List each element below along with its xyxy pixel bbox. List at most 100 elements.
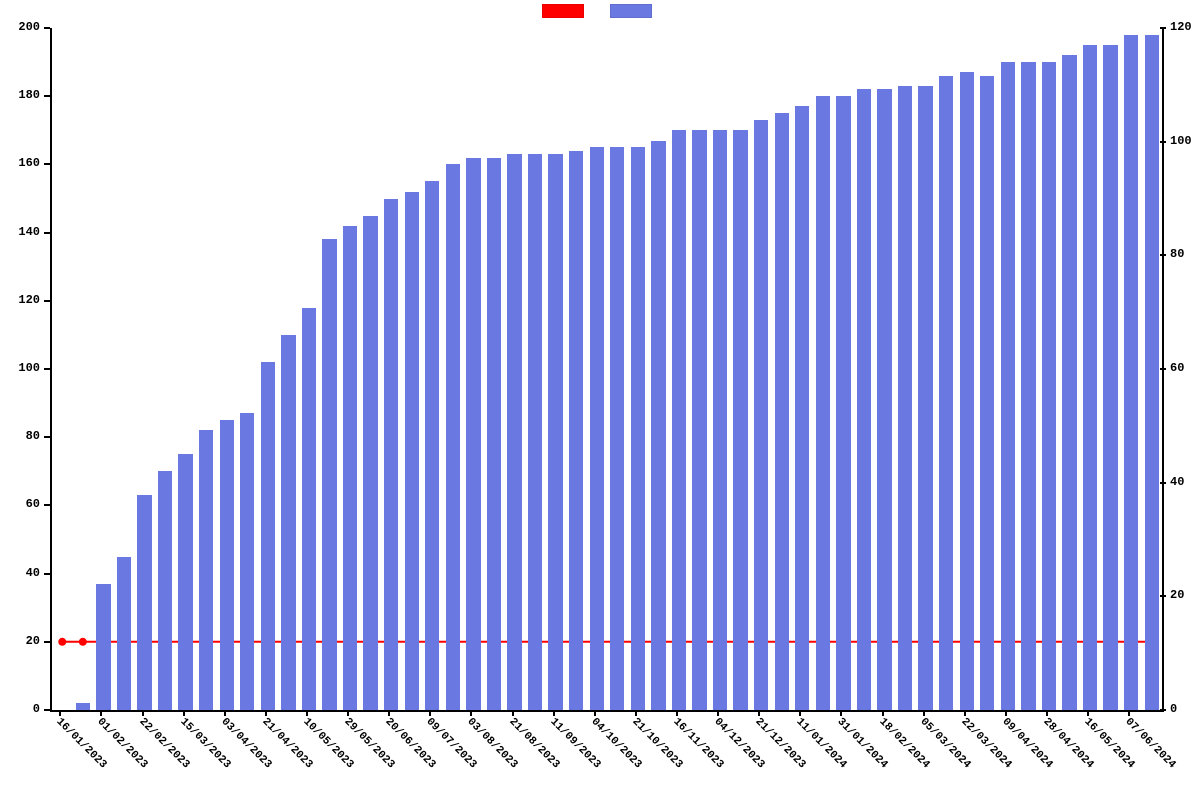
bar — [302, 308, 316, 710]
x-tick — [142, 710, 144, 716]
bar — [507, 154, 521, 710]
legend-swatch-bar — [610, 4, 652, 18]
y-left-label: 80 — [0, 429, 40, 443]
bar — [857, 89, 871, 710]
x-tick — [429, 710, 431, 716]
x-tick — [512, 710, 514, 716]
bar — [487, 158, 501, 710]
y-left-label: 140 — [0, 225, 40, 239]
bar — [775, 113, 789, 710]
bar — [1083, 45, 1097, 710]
bar — [96, 584, 110, 710]
bar — [240, 413, 254, 710]
y-right-label: 100 — [1170, 134, 1192, 148]
bar — [754, 120, 768, 710]
bar — [1001, 62, 1015, 710]
x-tick — [676, 710, 678, 716]
bar — [651, 141, 665, 710]
y-left-tick — [44, 300, 50, 302]
bar — [425, 181, 439, 710]
bar — [1103, 45, 1117, 710]
x-tick — [306, 710, 308, 716]
bar — [220, 420, 234, 710]
y-right-label: 60 — [1170, 361, 1184, 375]
bar — [117, 557, 131, 710]
bar — [261, 362, 275, 710]
y-right-tick — [1160, 27, 1166, 29]
bar — [713, 130, 727, 710]
bar — [1021, 62, 1035, 710]
y-left-tick — [44, 163, 50, 165]
y-right-label: 0 — [1170, 702, 1177, 716]
chart-container: 0204060801001201401601802000204060801001… — [0, 0, 1200, 800]
x-tick — [553, 710, 555, 716]
bar — [569, 151, 583, 710]
bar — [980, 76, 994, 710]
x-tick — [964, 710, 966, 716]
y-left-tick — [44, 368, 50, 370]
x-tick — [347, 710, 349, 716]
y-left-tick — [44, 232, 50, 234]
y-right-label: 20 — [1170, 588, 1184, 602]
y-left-tick — [44, 573, 50, 575]
bar — [384, 199, 398, 711]
bar — [322, 239, 336, 710]
y-left-label: 60 — [0, 497, 40, 511]
bar — [898, 86, 912, 710]
bar — [877, 89, 891, 710]
x-tick — [183, 710, 185, 716]
y-left-label: 100 — [0, 361, 40, 375]
bar — [692, 130, 706, 710]
y-left-tick — [44, 27, 50, 29]
bar — [137, 495, 151, 710]
y-right-tick — [1160, 254, 1166, 256]
bar — [466, 158, 480, 710]
bar — [631, 147, 645, 710]
y-left-label: 40 — [0, 566, 40, 580]
y-left-tick — [44, 709, 50, 711]
bar — [672, 130, 686, 710]
x-tick — [1005, 710, 1007, 716]
bar — [446, 164, 460, 710]
bar — [918, 86, 932, 710]
legend-swatch-line — [542, 4, 584, 18]
bar — [548, 154, 562, 710]
bar — [1062, 55, 1076, 710]
legend-item-bar — [610, 4, 658, 18]
y-right-label: 120 — [1170, 20, 1192, 34]
y-left-label: 120 — [0, 293, 40, 307]
bar — [1042, 62, 1056, 710]
bar — [178, 454, 192, 710]
bar — [405, 192, 419, 710]
bar — [363, 216, 377, 710]
bar — [610, 147, 624, 710]
y-right-tick — [1160, 141, 1166, 143]
bar — [158, 471, 172, 710]
bar — [816, 96, 830, 710]
x-tick — [923, 710, 925, 716]
y-left-tick — [44, 504, 50, 506]
y-right-tick — [1160, 482, 1166, 484]
bar — [1145, 35, 1159, 710]
x-tick — [882, 710, 884, 716]
y-left-label: 160 — [0, 156, 40, 170]
legend — [0, 4, 1200, 22]
y-left-label: 20 — [0, 634, 40, 648]
bar — [836, 96, 850, 710]
x-tick — [758, 710, 760, 716]
plot-area — [50, 28, 1164, 712]
bar — [343, 226, 357, 710]
x-tick — [224, 710, 226, 716]
x-tick — [470, 710, 472, 716]
bar — [281, 335, 295, 710]
x-tick — [840, 710, 842, 716]
y-left-tick — [44, 436, 50, 438]
bar — [939, 76, 953, 710]
bar — [1124, 35, 1138, 710]
y-left-tick — [44, 95, 50, 97]
x-tick — [799, 710, 801, 716]
bar — [795, 106, 809, 710]
bar — [590, 147, 604, 710]
line-series — [52, 28, 1162, 710]
x-tick — [100, 710, 102, 716]
